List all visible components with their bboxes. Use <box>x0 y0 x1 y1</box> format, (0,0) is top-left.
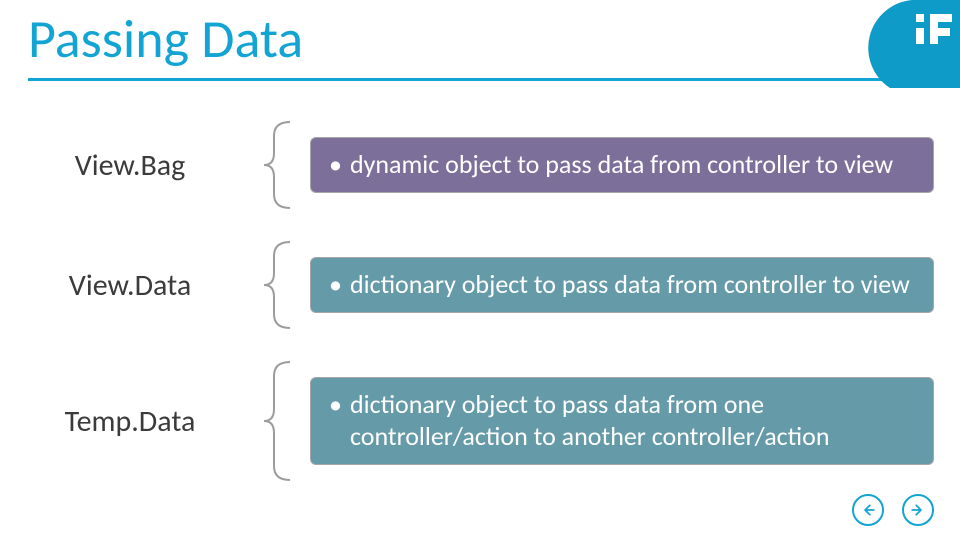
arrow-left-icon <box>861 503 875 517</box>
concept-row: View.Bag •dynamic object to pass data fro… <box>0 120 960 210</box>
bullet-icon: • <box>329 148 342 180</box>
concept-row: View.Data •dictionary object to pass data… <box>0 240 960 330</box>
concept-description-box: •dynamic object to pass data from contro… <box>310 137 934 193</box>
brace-icon <box>260 360 310 482</box>
slide: Passing Data View.Bag•dynamic object to … <box>0 0 960 540</box>
concept-description: dictionary object to pass data from cont… <box>350 268 910 300</box>
corner-logo <box>850 0 960 88</box>
concept-label: Temp.Data <box>0 403 260 440</box>
brace-icon <box>260 240 310 330</box>
slide-nav <box>852 494 934 526</box>
next-button[interactable] <box>902 494 934 526</box>
concept-label: View.Data <box>0 267 260 304</box>
title-underline <box>28 78 932 81</box>
concept-description-box: •dictionary object to pass data from con… <box>310 257 934 313</box>
bullet-icon: • <box>329 268 342 300</box>
bullet-icon: • <box>329 388 342 420</box>
concept-description: dynamic object to pass data from control… <box>350 148 893 180</box>
prev-button[interactable] <box>852 494 884 526</box>
concept-label: View.Bag <box>0 147 260 184</box>
concept-description: dictionary object to pass data from one … <box>350 388 915 452</box>
concept-description-box: •dictionary object to pass data from one… <box>310 377 934 465</box>
page-title: Passing Data <box>28 6 303 72</box>
arrow-right-icon <box>911 503 925 517</box>
brace-icon <box>260 120 310 210</box>
concept-row: Temp.Data •dictionary object to pass data… <box>0 360 960 482</box>
